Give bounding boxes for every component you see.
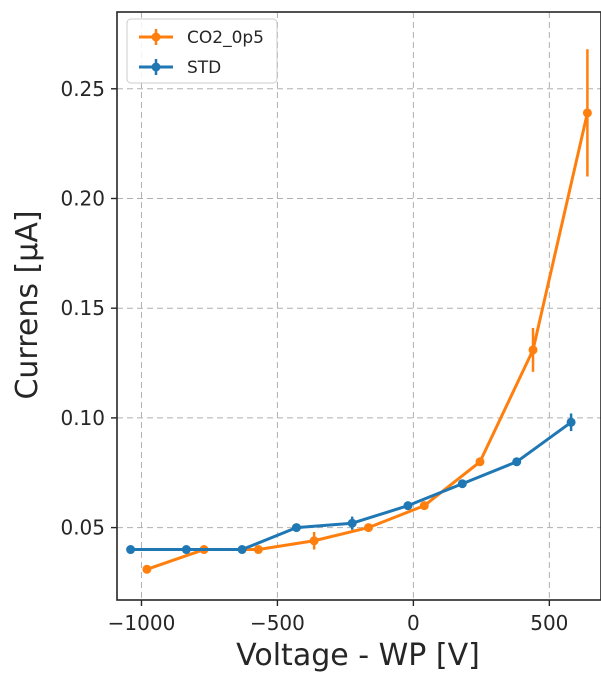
data-point [457,479,467,489]
data-point [347,518,357,528]
y-tick-label: 0.05 [60,516,105,540]
y-tick-label: 0.25 [60,77,105,101]
y-tick-label: 0.15 [60,296,105,320]
grid [117,12,601,600]
data-point [475,457,485,467]
data-point [253,545,263,555]
x-tick-label: −500 [250,611,305,635]
series-CO2_0p5 [142,49,592,574]
data-point [566,417,576,427]
legend: CO2_0p5 STD [126,18,278,84]
x-tick-label: −1000 [108,611,176,635]
legend-marker [151,62,161,72]
x-tick-label: 0 [407,611,420,635]
legend-entry: STD [139,58,221,78]
data-point [364,523,374,533]
legend-label: CO2_0p5 [187,28,264,48]
data-point [528,345,538,355]
legend-marker [151,32,161,42]
y-tick-label: 0.10 [60,406,105,430]
data-point [512,457,522,467]
ticks: −1000 −500 0 500 0.05 0.10 0.15 0.20 0.25 [60,77,568,635]
series-line [146,112,589,571]
data-point [419,501,429,511]
x-axis-label: Voltage - WP [V] [236,638,480,673]
legend-entries: CO2_0p5 STD [139,28,264,78]
data-point [403,501,413,511]
data-point [582,108,592,118]
data-point [181,545,191,555]
data-point [291,523,301,533]
y-tick-label: 0.20 [60,186,105,210]
data-point [237,545,247,555]
data-point [309,536,319,546]
data-point [142,564,152,574]
x-tick-label: 500 [530,611,568,635]
plot-frame [116,11,601,601]
data-point [126,545,136,555]
legend-entry: CO2_0p5 [139,28,264,48]
legend-label: STD [187,58,221,78]
series-STD [126,413,576,555]
series-layer [126,49,592,574]
y-axis-label: Currens [μA] [10,210,45,399]
